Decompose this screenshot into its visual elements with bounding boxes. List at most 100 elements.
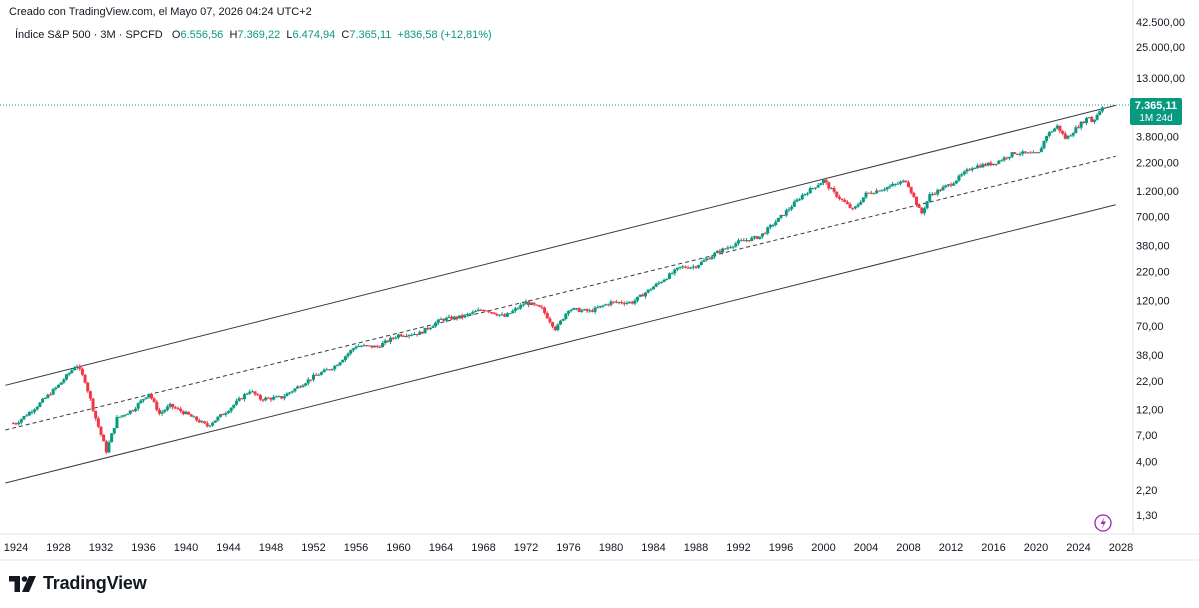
candle-body — [784, 210, 788, 216]
candle-body — [70, 370, 74, 374]
candle-body — [553, 326, 557, 331]
candle-body — [657, 282, 661, 284]
candle-body — [646, 289, 650, 293]
candle-body — [118, 416, 122, 418]
candle-body — [925, 201, 929, 209]
tradingview-logo-icon — [9, 575, 36, 592]
candle-body — [296, 386, 300, 389]
candle-body — [157, 409, 161, 414]
candle-body — [1021, 151, 1025, 154]
candle-body — [824, 179, 828, 183]
logo-text: TradingView — [43, 573, 147, 593]
y-tick-label: 2,20 — [1136, 485, 1157, 497]
candle-body — [819, 183, 823, 186]
channel-lower-line[interactable] — [5, 204, 1116, 484]
tradingview-logo[interactable]: TradingView — [9, 573, 147, 594]
candle-body — [351, 348, 355, 351]
candle-body — [691, 266, 695, 268]
symbol-name[interactable]: Índice S&P 500 · 3M · SPCFD — [15, 29, 163, 41]
candle-body — [744, 240, 748, 242]
candle-body — [540, 306, 544, 308]
candle-body — [211, 422, 215, 426]
candle-body — [580, 310, 584, 312]
x-tick-label: 2020 — [1024, 542, 1048, 554]
candle-body — [628, 301, 632, 303]
candle-body — [1066, 136, 1070, 139]
candle-body — [519, 304, 523, 309]
x-tick-label: 2024 — [1066, 542, 1090, 554]
candle-body — [505, 313, 509, 317]
candle-body — [968, 169, 972, 171]
candle-body — [72, 367, 76, 371]
candle-body — [96, 418, 100, 427]
candle-body — [176, 408, 180, 410]
candle-body — [930, 193, 934, 195]
candle-body — [598, 305, 602, 308]
candle-body — [80, 368, 84, 375]
channel-middle-line[interactable] — [5, 155, 1116, 431]
candle-body — [962, 171, 966, 175]
candle-body — [293, 388, 297, 392]
candle-body — [149, 393, 153, 399]
lightning-icon[interactable] — [1094, 514, 1112, 532]
candle-body — [357, 346, 361, 348]
open-value: 6.556,56 — [180, 29, 224, 41]
y-tick-label: 70,00 — [1136, 321, 1164, 333]
candle-body — [739, 240, 743, 242]
candle-body — [851, 207, 855, 209]
candle-body — [428, 327, 432, 330]
candle-body — [205, 423, 209, 427]
candle-body — [845, 202, 849, 205]
candle-body — [128, 410, 132, 414]
candle-body — [763, 233, 767, 235]
candle-body — [104, 441, 108, 453]
candle-body — [960, 174, 964, 176]
candle-body — [1074, 127, 1078, 134]
candle-body — [35, 406, 39, 410]
time-axis[interactable]: 1924 1928 1932 1936 1940 1944 1948 1952 1956 1960… — [4, 542, 1133, 554]
x-tick-label: 1964 — [429, 542, 453, 554]
symbol-legend: Índice S&P 500 · 3M · SPCFD O6.556,56 H7… — [15, 29, 492, 41]
candle-body — [885, 187, 889, 190]
candle-body — [242, 394, 246, 400]
channel-upper-line[interactable] — [5, 104, 1116, 386]
channel-lines[interactable] — [5, 104, 1116, 484]
x-tick-label: 1940 — [174, 542, 198, 554]
candle-body — [221, 414, 225, 416]
y-tick-label: 220,00 — [1136, 267, 1170, 279]
candle-body — [567, 310, 570, 314]
candle-body — [102, 434, 106, 442]
candle-body — [59, 382, 63, 385]
candle-body — [179, 408, 183, 412]
candle-body — [91, 398, 95, 411]
candle-body — [808, 188, 812, 194]
candle-body — [362, 345, 366, 347]
price-axis[interactable]: 42.500,00 25.000,00 13.000,00 3.800,00 2.200… — [1136, 17, 1185, 522]
candle-body — [25, 415, 29, 417]
candle-body — [917, 204, 921, 208]
candle-body — [798, 199, 802, 201]
candle-body — [543, 307, 547, 314]
candle-body — [689, 267, 693, 269]
candle-body — [572, 308, 576, 310]
candle-body — [965, 169, 969, 172]
candle-body — [1005, 157, 1009, 159]
candle-body — [261, 399, 265, 401]
candle-body — [574, 308, 578, 310]
candle-body — [335, 365, 339, 367]
candle-body — [189, 414, 193, 417]
candle-body — [758, 236, 762, 239]
candle-body — [662, 279, 666, 282]
candle-body — [675, 267, 679, 270]
x-tick-label: 1980 — [599, 542, 623, 554]
candle-body — [309, 379, 313, 381]
candle-body — [840, 198, 844, 200]
candle-body — [545, 313, 549, 319]
candle-body — [893, 183, 897, 185]
candle-body — [737, 240, 740, 244]
candle-body — [976, 165, 980, 168]
candle-body — [1026, 152, 1030, 154]
candle-body — [54, 387, 58, 389]
candle-body — [234, 400, 238, 405]
